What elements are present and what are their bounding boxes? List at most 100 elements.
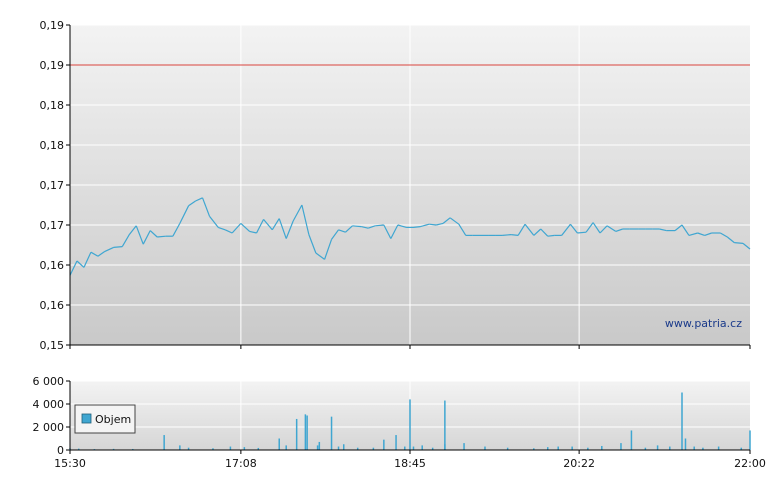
x-tick-label: 18:45 [394, 457, 426, 470]
price-line-segment [540, 228, 549, 237]
price-line-segment [345, 225, 353, 233]
price-tick-label-y: 0,16 [40, 299, 65, 312]
price-line-segment [688, 232, 698, 236]
price-line-segment [69, 260, 78, 276]
price-line-segment [76, 260, 85, 268]
volume-bar [187, 447, 190, 450]
price-line-segment [599, 225, 608, 234]
price-line-segment [271, 218, 280, 231]
price-line-segment [338, 229, 346, 233]
price-line-segment [331, 229, 339, 240]
price-line-segment [615, 228, 623, 232]
price-line-segment [121, 234, 130, 247]
volume-bar [463, 443, 465, 450]
price-line-segment [547, 234, 555, 237]
price-line-segment [135, 225, 144, 245]
price-line-segment [734, 242, 744, 244]
volume-bar [702, 447, 704, 450]
volume-bar [630, 430, 633, 450]
volume-bar [404, 446, 406, 450]
price-line-segment [209, 215, 219, 228]
volume-bar [229, 446, 232, 450]
price-line-segment [726, 236, 735, 244]
price-line-segment [524, 223, 535, 236]
price-line-segment [278, 218, 287, 239]
price-line-segment [511, 234, 519, 236]
volume-bar [571, 446, 573, 450]
volume-bar [318, 441, 321, 450]
volume-bar [444, 400, 446, 450]
volume-bar [77, 448, 80, 450]
price-line-segment [256, 219, 265, 234]
price-line-segment [577, 231, 587, 234]
volume-bar [306, 415, 308, 450]
price-line-segment [674, 224, 683, 232]
price-line-segment [179, 205, 190, 224]
volume-bar [412, 446, 415, 450]
volume-bar [693, 446, 695, 450]
volume-bar [304, 414, 307, 450]
volume-bar [681, 392, 683, 450]
price-line-segment [195, 197, 203, 202]
volume-bar [421, 445, 423, 450]
price-line-segment [249, 230, 257, 234]
volume-bar [356, 447, 359, 450]
volume-tick-label-y: 2 000 [33, 421, 65, 434]
price-line-segment [533, 228, 542, 236]
price-line-segment [397, 224, 407, 228]
volume-bar [740, 447, 743, 450]
x-tick-label: 17:08 [225, 457, 257, 470]
price-line-segment [231, 222, 242, 234]
volume-bar [342, 444, 345, 450]
price-line-segment [352, 225, 362, 228]
volume-bar [337, 446, 340, 450]
volume-bar [431, 447, 434, 450]
price-line-segment [458, 223, 467, 236]
volume-bar [717, 446, 720, 450]
volume-bar [620, 443, 622, 450]
price-line-segment [263, 219, 273, 231]
price-line-segment [218, 226, 226, 231]
x-tick-label: 22:00 [734, 457, 766, 470]
volume-bar [212, 448, 214, 450]
watermark: www.patria.cz [665, 317, 742, 330]
price-line-segment [517, 223, 526, 236]
price-line-segment [429, 223, 437, 226]
price-line-segment [142, 230, 151, 245]
price-line-segment [172, 223, 181, 237]
volume-bar [295, 418, 298, 450]
price-line-segment [128, 225, 137, 235]
volume-bar [644, 447, 647, 450]
price-line-segment [113, 246, 123, 248]
volume-bar [316, 445, 319, 450]
volume-bar [285, 445, 287, 450]
price-line-segment [442, 217, 451, 224]
volume-bar [484, 446, 486, 450]
price-line-segment [659, 228, 667, 232]
price-line-segment [90, 251, 99, 257]
volume-bar [179, 445, 181, 450]
volume-bar [383, 439, 385, 450]
volume-bar [395, 435, 397, 450]
price-line-segment [188, 200, 196, 207]
price-tick-label-y: 0,15 [40, 339, 65, 352]
price-line-segment [502, 234, 512, 236]
price-line-segment [413, 226, 421, 228]
price-line-segment [585, 222, 594, 233]
price-line-segment [201, 197, 211, 217]
price-line-segment [367, 225, 376, 229]
price-line-segment [390, 224, 399, 239]
price-line-segment [149, 230, 158, 238]
legend-swatch [81, 413, 92, 424]
volume-bar [749, 430, 751, 450]
volume-bar [257, 447, 260, 450]
price-line-segment [104, 246, 114, 252]
price-tick-label-y: 0,19 [40, 59, 65, 72]
price-line-segment [606, 225, 617, 232]
price-line-segment [301, 204, 310, 235]
x-tick-label: 20:22 [563, 457, 595, 470]
price-tick-label-y: 0,18 [40, 99, 65, 112]
price-line-segment [569, 223, 578, 234]
